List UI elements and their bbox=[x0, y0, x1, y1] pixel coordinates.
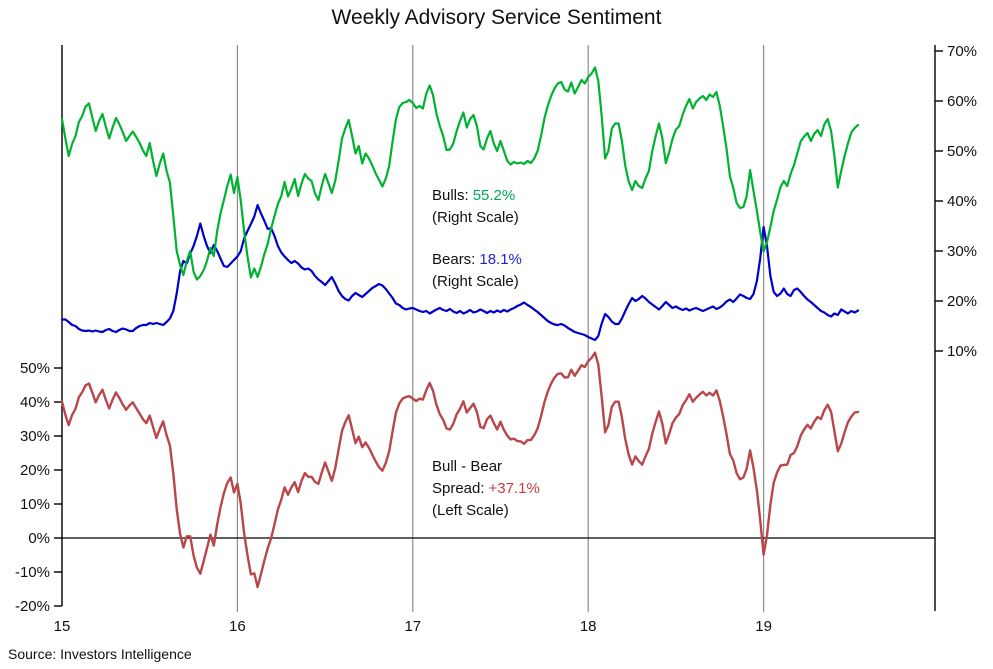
chart-title: Weekly Advisory Service Sentiment bbox=[331, 6, 662, 29]
bulls-annotation: Bulls: 55.2% (Right Scale) bbox=[432, 185, 519, 229]
right-axis-tick-label: 10% bbox=[947, 343, 977, 360]
right-axis-tick-label: 30% bbox=[947, 243, 977, 260]
left-axis-tick-label: 30% bbox=[20, 428, 50, 445]
x-axis-tick-label: 16 bbox=[229, 618, 246, 635]
bulls-line bbox=[60, 66, 860, 281]
x-axis-tick-label: 17 bbox=[404, 618, 421, 635]
right-axis-tick-label: 60% bbox=[947, 93, 977, 110]
spread-label: Spread: bbox=[432, 480, 485, 497]
right-axis-tick-label: 20% bbox=[947, 293, 977, 310]
bulls-value: 55.2% bbox=[472, 187, 516, 204]
spread-value: +37.1% bbox=[488, 480, 540, 497]
bears-value: 18.1% bbox=[479, 251, 522, 268]
bulls-scale-note: (Right Scale) bbox=[432, 209, 519, 226]
left-axis-tick-label: 40% bbox=[20, 394, 50, 411]
spread-line bbox=[60, 351, 860, 589]
spread-annotation: Bull - Bear Spread: +37.1% (Left Scale) bbox=[432, 456, 540, 522]
left-axis-tick-label: 50% bbox=[20, 360, 50, 377]
bears-label: Bears: bbox=[432, 251, 476, 268]
right-axis-tick-label: 70% bbox=[947, 43, 977, 60]
left-axis-tick-label: -10% bbox=[15, 564, 50, 581]
left-axis-tick-label: 20% bbox=[20, 462, 50, 479]
left-axis-tick-label: 10% bbox=[20, 496, 50, 513]
spread-scale-note: (Left Scale) bbox=[432, 502, 509, 519]
spread-label-line1: Bull - Bear bbox=[432, 458, 503, 475]
source-note: Source: Investors Intelligence bbox=[8, 646, 192, 662]
left-axis-tick-label: -20% bbox=[15, 598, 50, 615]
left-axis-tick-label: 0% bbox=[28, 530, 50, 547]
bears-scale-note: (Right Scale) bbox=[432, 273, 519, 290]
bears-line bbox=[60, 203, 860, 342]
x-axis-tick-label: 18 bbox=[580, 618, 597, 635]
bears-annotation: Bears: 18.1% (Right Scale) bbox=[432, 249, 522, 293]
x-axis-tick-label: 15 bbox=[54, 618, 71, 635]
right-axis-tick-label: 40% bbox=[947, 193, 977, 210]
x-axis-tick-label: 19 bbox=[755, 618, 772, 635]
right-axis-tick-label: 50% bbox=[947, 143, 977, 160]
bulls-label: Bulls: bbox=[432, 187, 469, 204]
